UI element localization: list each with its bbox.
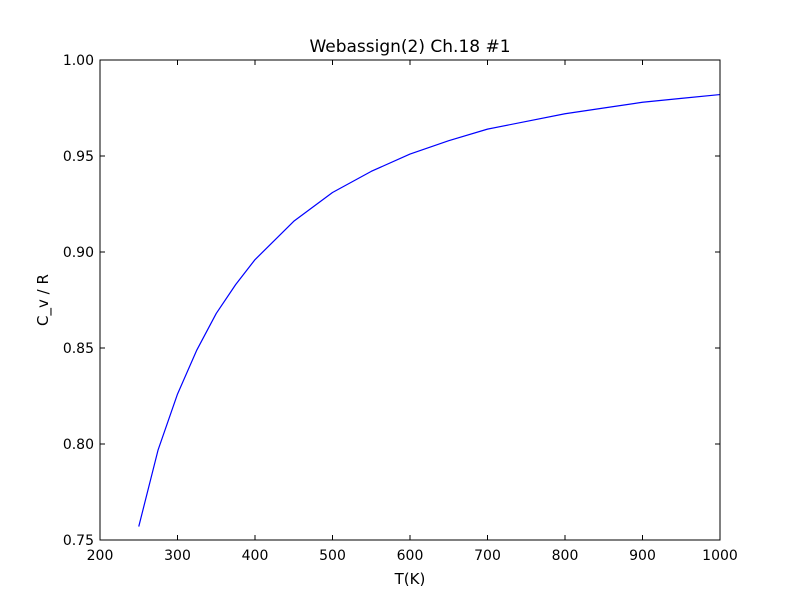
- y-tick-label: 0.85: [63, 341, 94, 357]
- y-tick-label: 1.00: [63, 53, 94, 69]
- plot-area: [100, 60, 720, 540]
- y-tick-label: 0.90: [63, 245, 94, 261]
- y-axis: 0.75 0.80 0.85 0.90 0.95 1.00: [63, 53, 720, 549]
- x-tick-label: 400: [242, 548, 269, 564]
- x-tick-label: 700: [474, 548, 501, 564]
- chart-title: Webassign(2) Ch.18 #1: [309, 37, 510, 57]
- x-axis-label: T(K): [394, 570, 426, 588]
- y-tick-label: 0.95: [63, 149, 94, 165]
- series-layer: [138, 93, 721, 527]
- y-tick-label: 0.80: [63, 437, 94, 453]
- x-tick-label: 500: [319, 548, 346, 564]
- x-tick-label: 800: [552, 548, 579, 564]
- x-tick-label: 300: [164, 548, 191, 564]
- y-tick-label: 0.75: [63, 533, 94, 549]
- series-line-0: [138, 93, 721, 527]
- y-axis-label: C_v / R: [34, 274, 53, 326]
- x-tick-label: 600: [397, 548, 424, 564]
- x-tick-label: 900: [629, 548, 656, 564]
- x-axis: 200 300 400 500 600 700 800 900 1000: [87, 60, 738, 564]
- x-tick-label: 200: [87, 548, 114, 564]
- x-tick-label: 1000: [702, 548, 738, 564]
